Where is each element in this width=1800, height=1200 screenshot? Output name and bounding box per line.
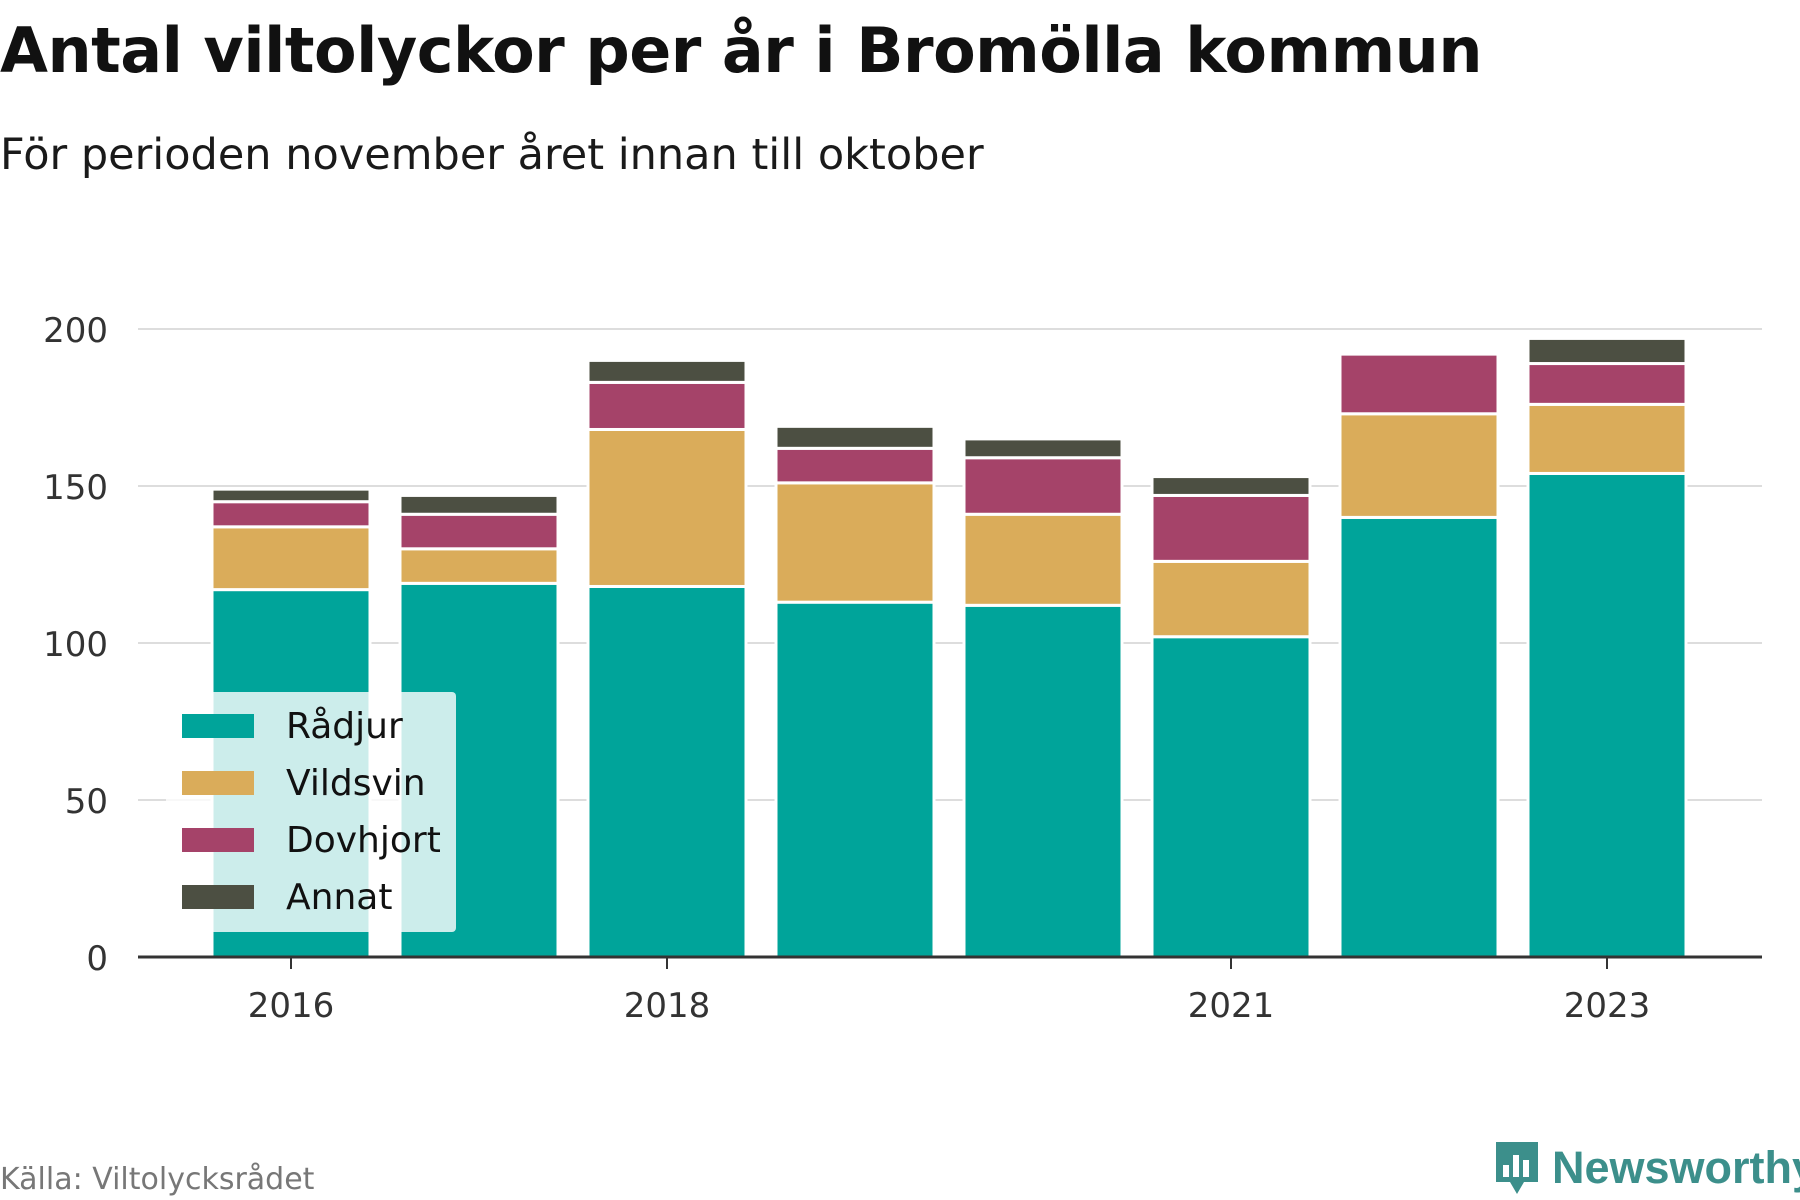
- legend-swatch: [182, 771, 254, 795]
- legend-label: Dovhjort: [286, 820, 441, 861]
- bar-segment: [962, 437, 1124, 460]
- bar-segment: [1150, 493, 1312, 563]
- bar-segment: [962, 512, 1124, 607]
- y-tick-label: 0: [86, 939, 108, 979]
- bar-segment: [1526, 471, 1688, 959]
- bar-segment: [398, 512, 560, 551]
- bar-stack: [1338, 352, 1500, 959]
- bar-segment: [774, 424, 936, 450]
- bar-segment: [1338, 412, 1500, 519]
- legend-label: Vildsvin: [286, 763, 426, 804]
- brand-logo: Newsworthy: [1492, 1138, 1800, 1198]
- bar-segment: [1150, 635, 1312, 959]
- bar-segment: [1338, 515, 1500, 959]
- x-axis: 2016 2018 2021 2023: [138, 955, 1762, 1026]
- bar-segment: [962, 603, 1124, 959]
- legend-label: Rådjur: [286, 706, 403, 747]
- bar-segment: [398, 493, 560, 516]
- chart-subtitle: För perioden november året innan till ok…: [0, 130, 984, 180]
- bar-segment: [586, 584, 748, 959]
- bar-stack: [1150, 475, 1312, 959]
- bar-segment: [210, 525, 372, 592]
- y-tick-label: 150: [43, 468, 108, 508]
- legend-swatch: [182, 714, 254, 738]
- x-tick-label: 2023: [1564, 986, 1651, 1026]
- bar-segment: [586, 380, 748, 431]
- y-tick-label: 200: [43, 311, 108, 351]
- bar-stack: [774, 424, 936, 959]
- legend-label: Annat: [286, 877, 392, 918]
- bar-segment: [586, 427, 748, 588]
- bar-segment: [962, 456, 1124, 516]
- source-note: Källa: Viltolycksrådet: [0, 1162, 315, 1197]
- legend-swatch: [182, 885, 254, 909]
- legend: Rådjur Vildsvin Dovhjort Annat: [166, 692, 456, 932]
- bar-segment: [1526, 362, 1688, 406]
- x-tick-label: 2018: [624, 986, 711, 1026]
- x-tick-label: 2016: [248, 986, 335, 1026]
- y-axis: 0 50 100 150 200: [43, 311, 108, 979]
- bar-segment: [774, 600, 936, 959]
- bar-segment: [210, 500, 372, 529]
- bar-stack: [586, 358, 748, 959]
- bar-segment: [210, 487, 372, 504]
- legend-swatch: [182, 828, 254, 852]
- bar-segment: [586, 358, 748, 384]
- chart-title: Antal viltolyckor per år i Bromölla komm…: [0, 14, 1482, 87]
- y-tick-label: 100: [43, 625, 108, 665]
- bar-stack: [1526, 336, 1688, 959]
- bar-chart-pin-icon: [1496, 1142, 1538, 1194]
- legend-box: [166, 692, 456, 932]
- x-tick-label: 2021: [1188, 986, 1275, 1026]
- bar-segment: [1526, 336, 1688, 366]
- bar-segment: [1150, 559, 1312, 639]
- bar-segment: [774, 481, 936, 604]
- bar-stack: [962, 437, 1124, 959]
- y-tick-label: 50: [65, 782, 108, 822]
- brand-name: Newsworthy: [1552, 1142, 1800, 1193]
- bar-segment: [1150, 475, 1312, 497]
- bar-segment: [398, 547, 560, 585]
- bar-segment: [774, 446, 936, 485]
- bar-segment: [1338, 352, 1500, 416]
- bar-segment: [1526, 402, 1688, 475]
